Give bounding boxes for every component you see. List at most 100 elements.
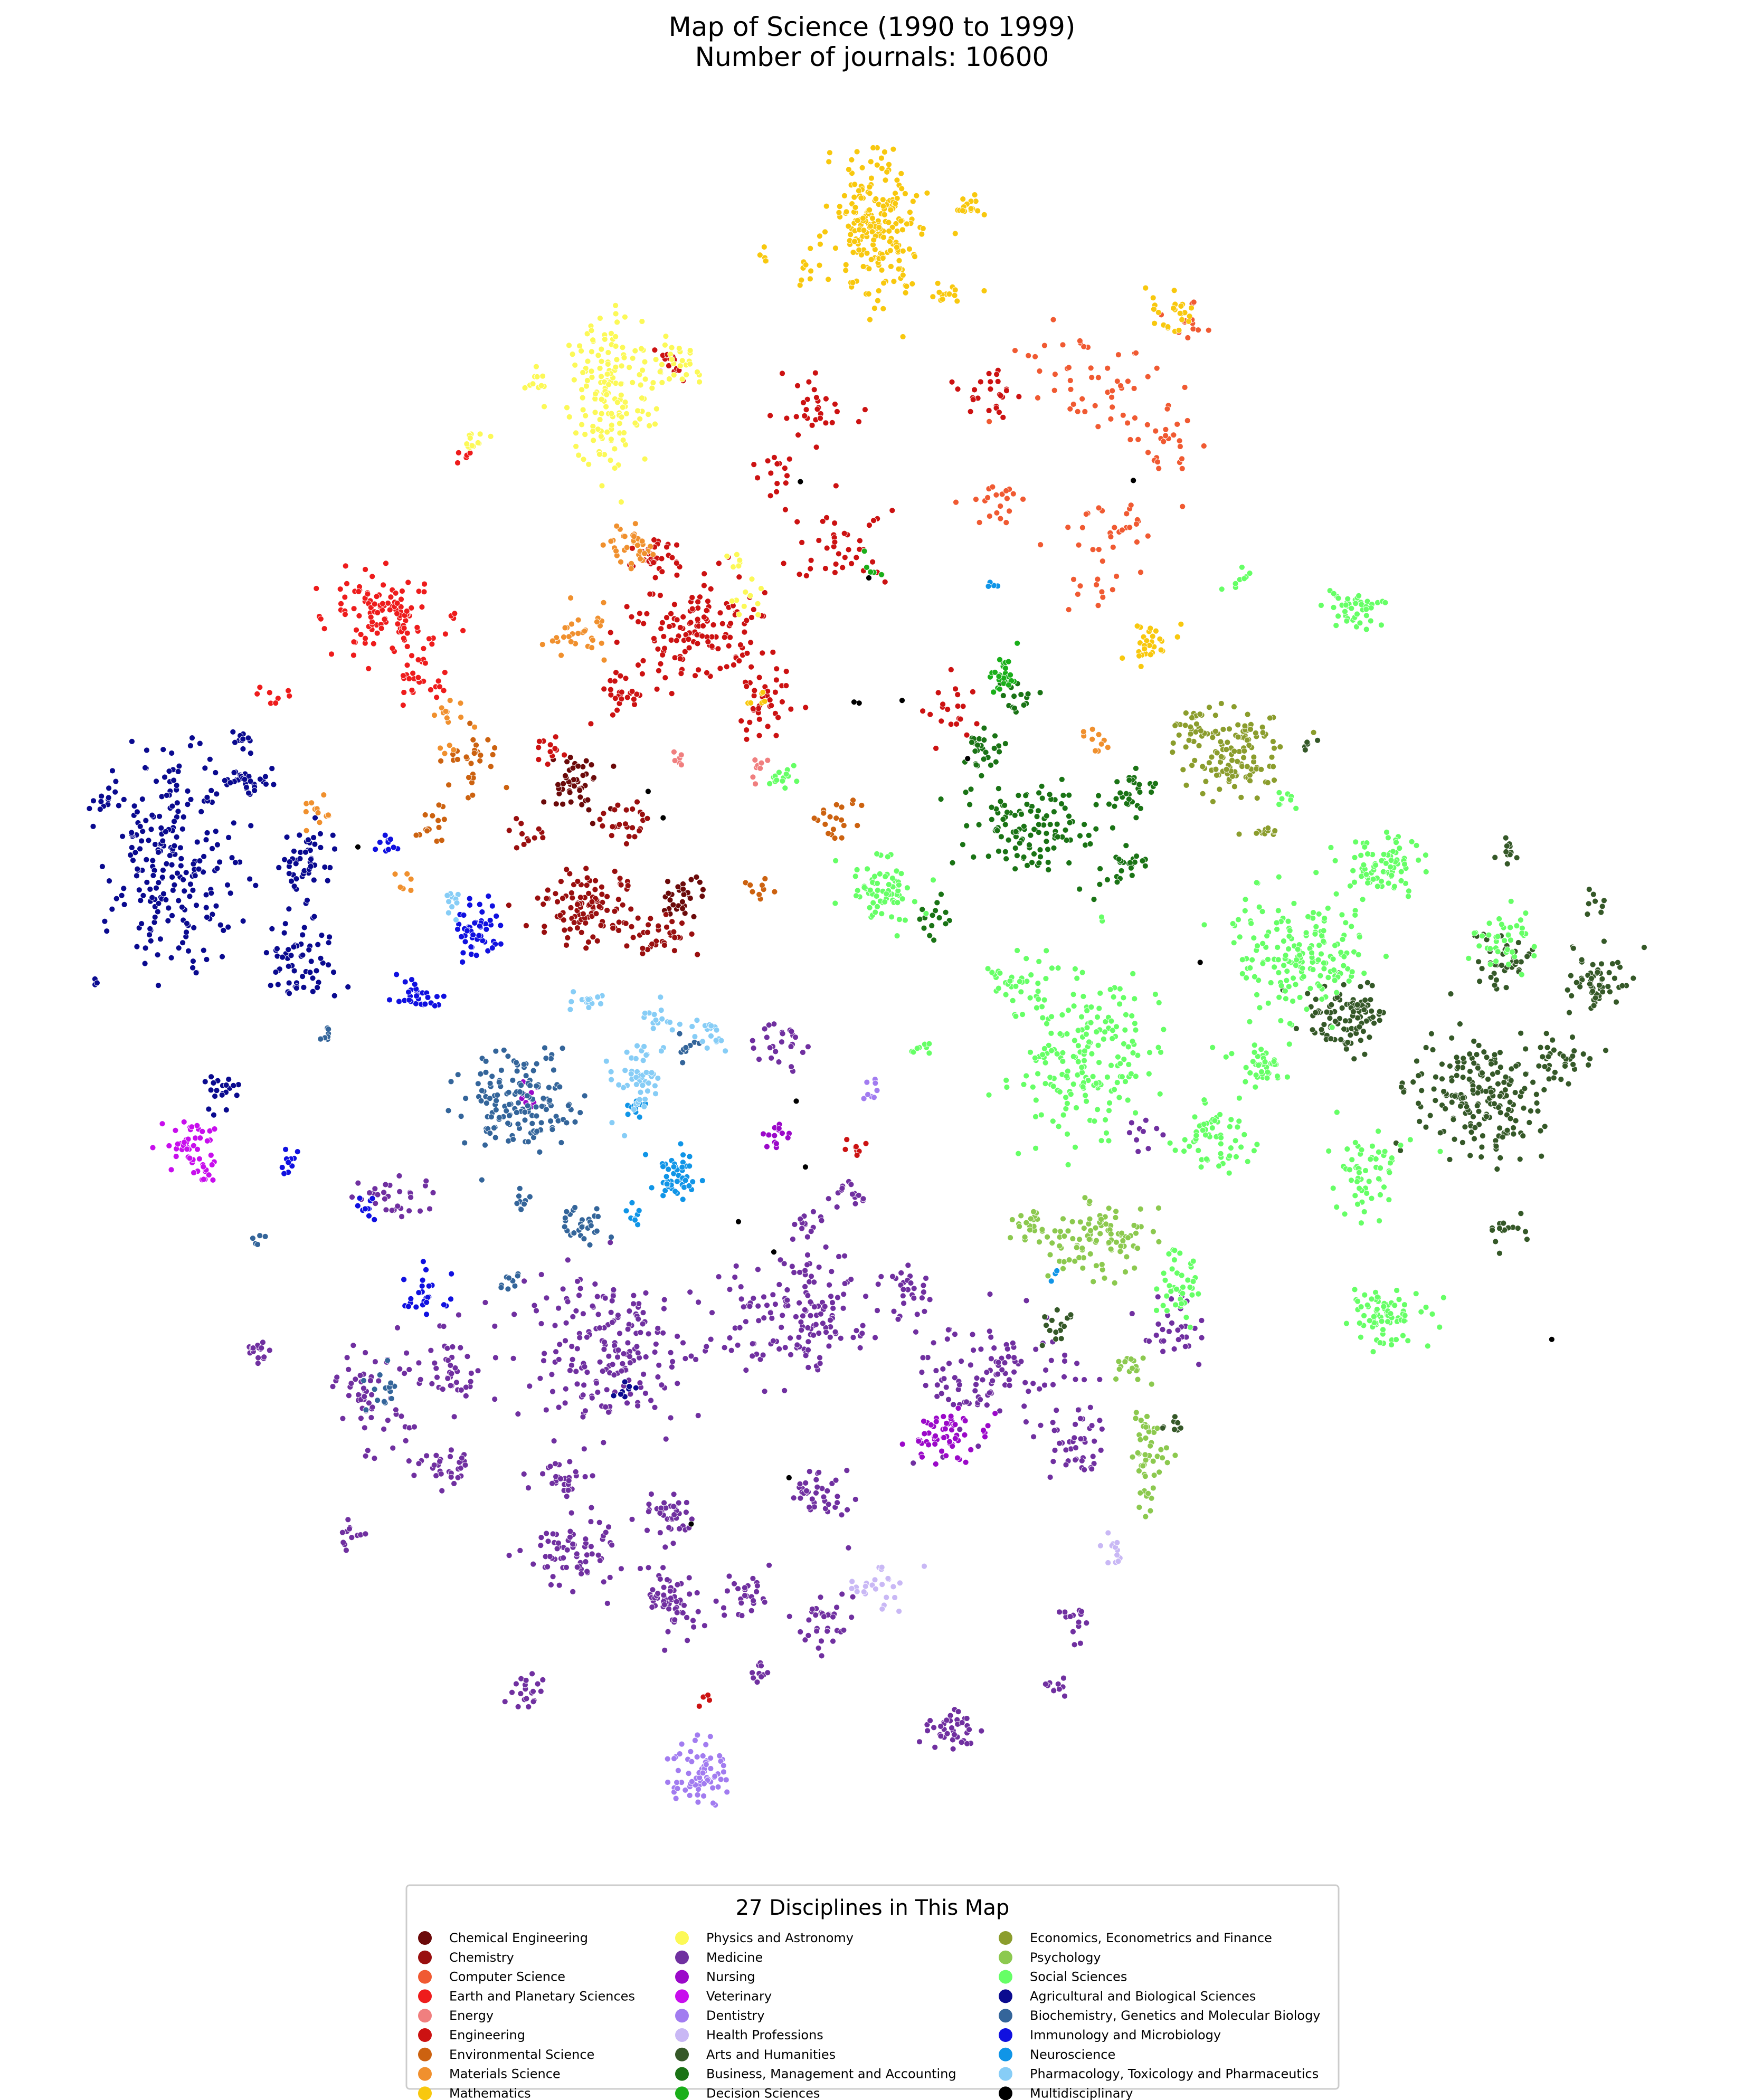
data-point — [1212, 712, 1219, 719]
data-point — [978, 772, 985, 779]
data-point — [1050, 1381, 1056, 1388]
data-point — [832, 1477, 839, 1484]
data-point — [674, 1581, 681, 1588]
data-point — [558, 878, 564, 885]
data-point — [644, 929, 651, 936]
data-point — [538, 1534, 545, 1541]
data-point — [1232, 1137, 1239, 1144]
data-point — [552, 1322, 558, 1329]
data-point — [676, 1751, 683, 1757]
data-point — [1502, 1073, 1509, 1080]
data-point — [1105, 1239, 1112, 1246]
data-point — [350, 639, 357, 645]
data-point — [806, 1504, 812, 1510]
data-point — [1600, 938, 1607, 945]
data-point — [721, 1344, 728, 1351]
data-point — [932, 1441, 939, 1448]
data-point — [617, 672, 624, 679]
data-point — [687, 619, 694, 626]
data-point — [732, 1274, 738, 1280]
data-point — [1132, 1027, 1139, 1033]
data-point — [894, 933, 901, 939]
data-point — [380, 600, 386, 607]
data-point — [549, 638, 556, 644]
data-point — [1036, 368, 1043, 374]
data-point — [941, 1375, 947, 1382]
data-point — [448, 1370, 455, 1377]
data-point — [1178, 303, 1184, 309]
data-point — [1256, 1004, 1263, 1011]
data-point — [353, 626, 359, 633]
data-point — [1114, 1539, 1121, 1546]
data-point — [384, 1417, 391, 1424]
data-point — [1364, 1301, 1371, 1308]
data-point — [612, 343, 619, 349]
data-point — [578, 1570, 585, 1577]
data-point — [903, 283, 910, 290]
data-point — [797, 282, 803, 289]
data-point — [1100, 1036, 1107, 1042]
data-point — [1182, 1343, 1189, 1350]
data-point — [613, 522, 620, 529]
data-point — [1345, 978, 1352, 984]
data-point — [930, 1339, 937, 1346]
data-point — [795, 432, 801, 439]
data-point — [1020, 854, 1027, 860]
data-point — [1190, 299, 1197, 306]
data-point — [1075, 1407, 1082, 1413]
data-point — [1057, 1228, 1064, 1235]
data-point — [1009, 1339, 1016, 1346]
data-point — [1142, 284, 1149, 291]
data-point — [1241, 723, 1248, 729]
data-point — [1592, 994, 1599, 1001]
data-point — [1496, 1125, 1503, 1132]
data-point — [1199, 790, 1206, 797]
data-point — [199, 1128, 206, 1135]
data-point — [1019, 1011, 1026, 1018]
data-point — [623, 603, 630, 610]
data-point — [900, 1286, 907, 1293]
data-point — [1216, 1163, 1222, 1170]
data-point — [1074, 408, 1081, 415]
data-point — [1125, 1234, 1131, 1241]
data-point — [831, 539, 838, 546]
data-point — [523, 1677, 529, 1684]
data-point — [513, 844, 520, 851]
data-point — [426, 635, 432, 642]
data-point — [761, 1315, 767, 1322]
data-point — [1005, 1353, 1012, 1360]
data-point — [695, 598, 701, 605]
data-point — [1067, 1091, 1074, 1098]
data-point — [405, 1458, 412, 1465]
data-point — [409, 652, 415, 659]
data-point — [1011, 693, 1017, 699]
data-point — [666, 1524, 672, 1531]
data-point — [1088, 1466, 1095, 1472]
data-point — [1393, 839, 1399, 846]
data-point — [1107, 1246, 1114, 1252]
data-point — [612, 302, 619, 309]
data-point — [457, 1344, 464, 1351]
data-point — [640, 620, 647, 627]
data-point — [1077, 583, 1084, 590]
data-point — [915, 1438, 922, 1445]
data-point — [1453, 1054, 1460, 1061]
data-point — [585, 461, 592, 468]
data-point — [1244, 711, 1251, 718]
data-point — [400, 672, 406, 679]
data-point — [1497, 1064, 1504, 1070]
data-point — [1127, 864, 1134, 871]
data-point — [1285, 918, 1292, 925]
data-point — [1393, 1336, 1399, 1343]
data-point — [1031, 851, 1037, 857]
data-point — [1086, 1198, 1093, 1205]
data-point — [435, 824, 442, 831]
data-point — [1079, 969, 1086, 976]
data-point — [1160, 1026, 1167, 1033]
data-point — [1231, 748, 1238, 755]
data-point — [639, 538, 646, 545]
data-point — [680, 886, 687, 892]
data-point — [910, 1460, 917, 1467]
data-point — [1339, 936, 1346, 943]
data-point — [618, 558, 624, 565]
